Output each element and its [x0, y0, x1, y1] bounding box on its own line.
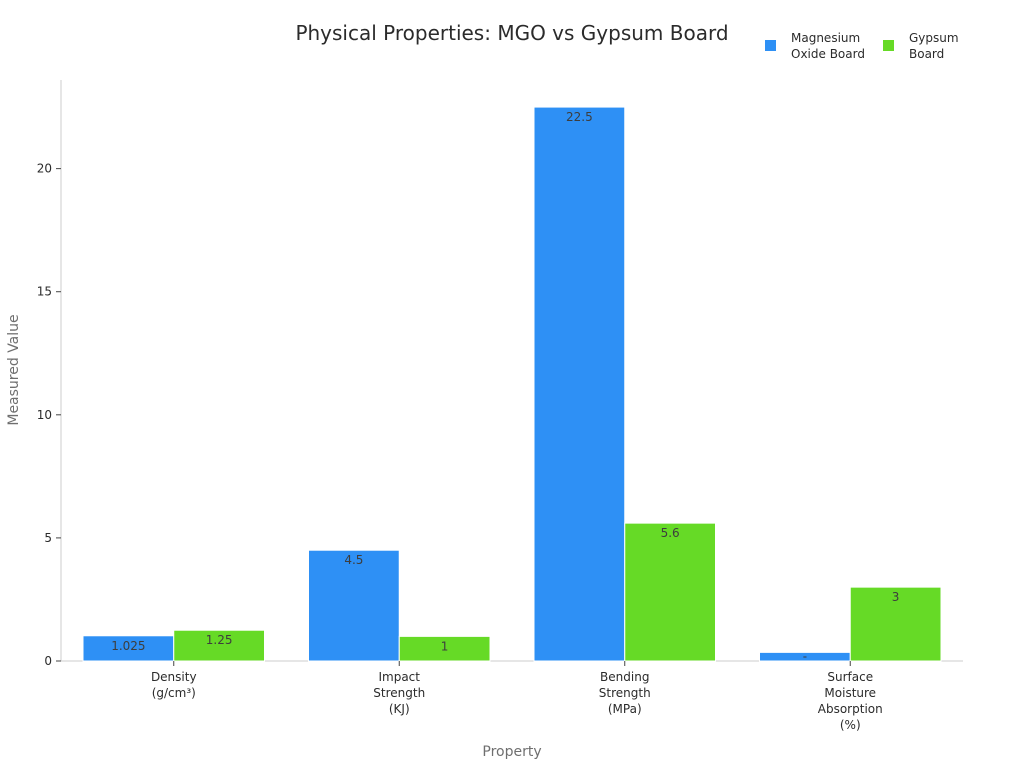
y-tick-label: 15: [37, 285, 52, 299]
bar-series-1-category-1: [398, 635, 491, 662]
data-label: 5.6: [661, 526, 680, 540]
bar-series-0-category-0: [82, 635, 175, 662]
legend: Magnesium Oxide Board Gypsum Board: [765, 31, 959, 61]
legend-swatch: [883, 40, 894, 51]
y-tick-label: 0: [44, 654, 52, 668]
data-label: 1: [441, 639, 449, 653]
bar-series-1-category-2: [624, 522, 716, 662]
category-labels: Density (g/cm³) Impact Strength (KJ) Bending S…: [151, 661, 883, 732]
x-tick-label: Surface Moisture Absorption (%): [818, 670, 883, 732]
legend-swatch: [765, 40, 776, 51]
bar-series-1-category-3: [849, 586, 942, 662]
y-tick-label: 10: [37, 408, 52, 422]
bar-series-0-category-2: [533, 106, 626, 662]
bar-series-1-category-0: [173, 629, 265, 662]
x-axis-title: Property: [482, 744, 541, 760]
legend-label: Magnesium Oxide Board: [791, 31, 865, 61]
axes: 0 5 10 15 20: [37, 80, 963, 668]
bars: [82, 106, 942, 662]
legend-label: Gypsum Board: [909, 31, 959, 61]
data-labels: 1.025 4.5 22.5 - 1.25 1 5.6 3: [111, 110, 899, 663]
data-label: 4.5: [344, 553, 363, 567]
data-label: 1.25: [206, 633, 233, 647]
data-label: -: [803, 649, 807, 663]
bar-series-0-category-1: [308, 549, 400, 662]
x-tick-label: Bending Strength (MPa): [599, 670, 651, 716]
y-tick-label: 20: [37, 162, 52, 176]
data-label: 3: [892, 590, 900, 604]
y-axis-title: Measured Value: [6, 314, 22, 425]
y-tick-label: 5: [44, 531, 52, 545]
x-tick-label: Density (g/cm³): [151, 670, 197, 700]
x-tick-label: Impact Strength (KJ): [373, 670, 425, 716]
chart-title: Physical Properties: MGO vs Gypsum Board: [295, 21, 728, 45]
data-label: 22.5: [566, 110, 593, 124]
data-label: 1.025: [111, 639, 145, 653]
